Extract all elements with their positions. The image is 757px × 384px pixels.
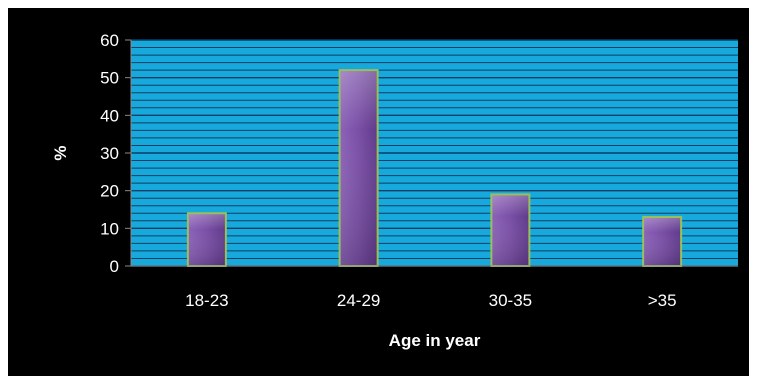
x-axis-title: Age in year (389, 331, 481, 350)
bar-1823 (186, 212, 227, 267)
x-tick-label: 24-29 (337, 291, 380, 310)
bar-35 (642, 216, 683, 268)
y-tick-label: 20 (100, 182, 119, 201)
bars (186, 69, 683, 268)
x-tick-label: 18-23 (185, 291, 228, 310)
y-tick-label: 60 (100, 31, 119, 50)
y-tick-label: 40 (100, 106, 119, 125)
bar-shading (492, 195, 529, 265)
bar-3035 (490, 193, 531, 267)
y-axis-title: % (51, 145, 70, 160)
y-axis-ticks: 0 10 20 30 40 50 60 (100, 31, 131, 276)
bar-shading (188, 214, 225, 265)
y-tick-label: 50 (100, 69, 119, 88)
gridlines (131, 39, 738, 267)
x-tick-label: 30-35 (489, 291, 532, 310)
y-tick-label: 30 (100, 144, 119, 163)
bar-shading (340, 71, 377, 265)
x-axis-ticks: 18-23 24-29 30-35 >35 (185, 291, 676, 310)
bar-shading (644, 218, 681, 265)
y-tick-label: 0 (110, 257, 119, 276)
x-tick-label: >35 (648, 291, 677, 310)
bar-2429 (338, 69, 379, 267)
y-tick-label: 10 (100, 219, 119, 238)
